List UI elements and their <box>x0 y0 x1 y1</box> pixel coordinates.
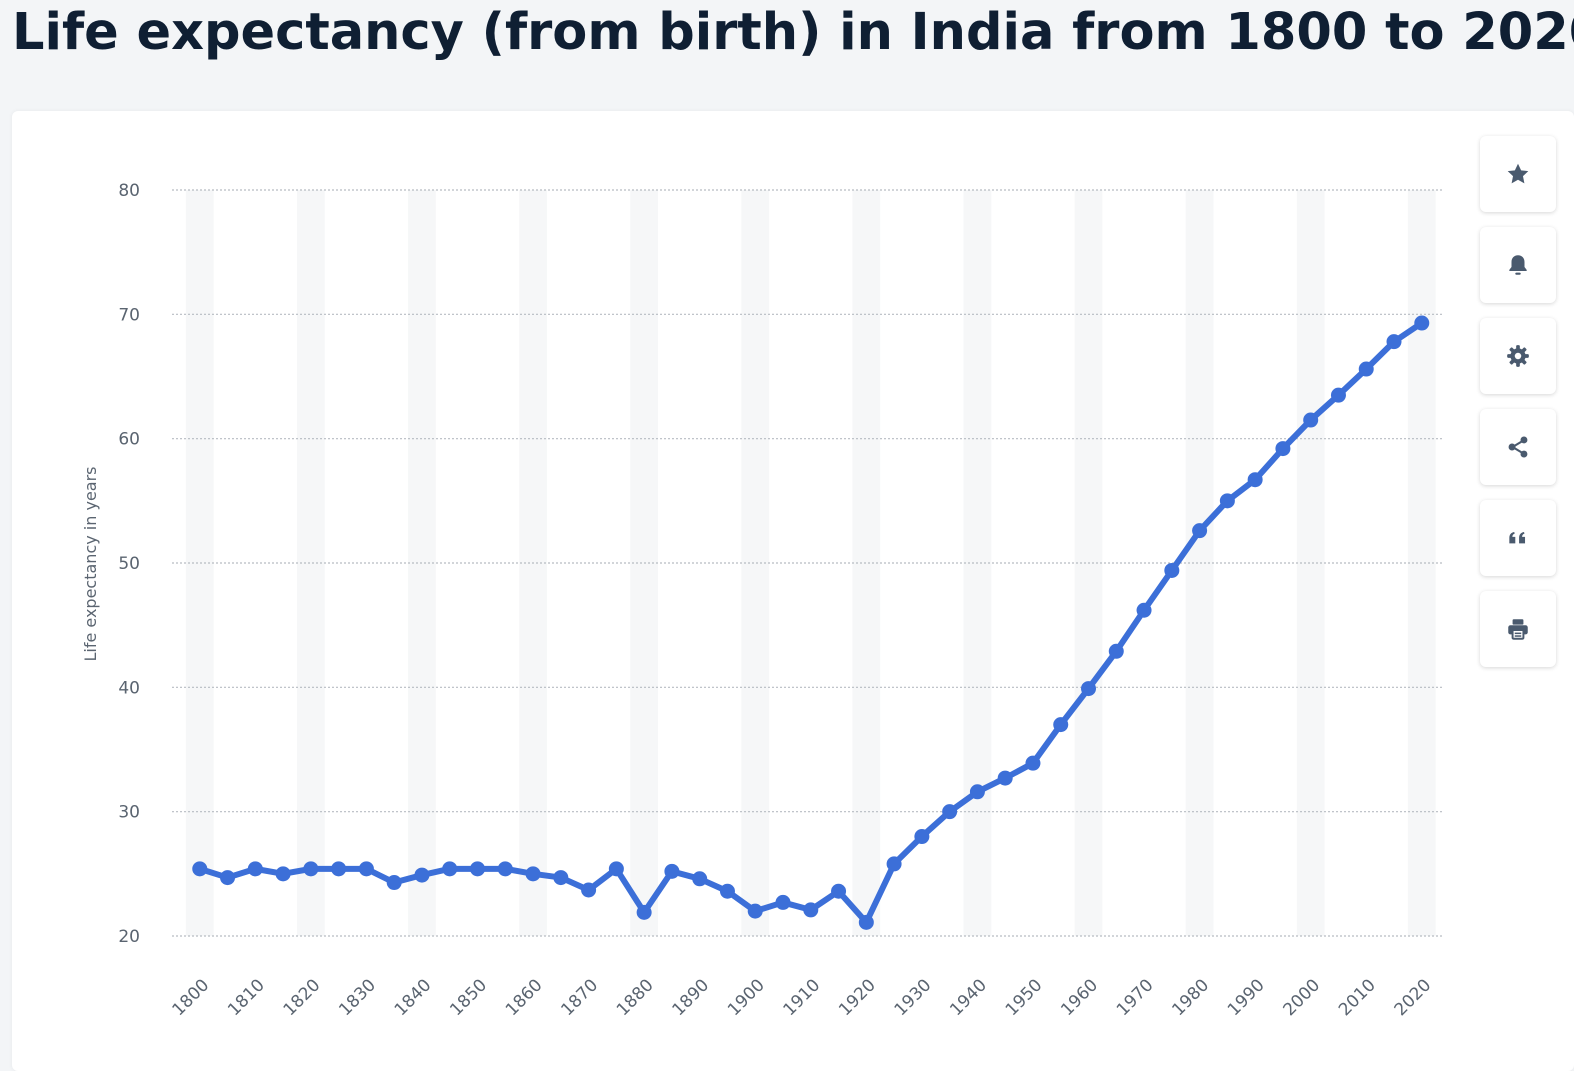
x-tick-label: 1800 <box>169 975 214 1020</box>
star-icon <box>1507 163 1529 184</box>
data-point-1855[interactable] <box>497 861 513 877</box>
chart-toolbar <box>1480 136 1556 682</box>
x-tick-label: 1840 <box>391 975 436 1020</box>
favorite-button[interactable] <box>1480 136 1556 212</box>
data-point-1950[interactable] <box>1025 755 1041 771</box>
data-point-1815[interactable] <box>275 866 291 882</box>
data-point-1805[interactable] <box>220 870 236 886</box>
share-icon <box>1508 436 1528 458</box>
x-tick-label: 1930 <box>891 975 936 1020</box>
data-point-2000[interactable] <box>1303 412 1319 428</box>
data-point-1830[interactable] <box>358 861 374 877</box>
data-point-1860[interactable] <box>525 866 541 882</box>
chart-series <box>192 315 1430 930</box>
x-tick-label: 2020 <box>1391 975 1436 1020</box>
data-point-1980[interactable] <box>1192 523 1208 539</box>
x-tick-label: 1860 <box>502 975 547 1020</box>
y-tick-label: 50 <box>118 554 140 574</box>
x-tick-label: 1830 <box>335 975 380 1020</box>
y-tick-label: 70 <box>118 305 140 325</box>
data-point-1890[interactable] <box>692 871 708 887</box>
data-point-1850[interactable] <box>470 861 486 877</box>
x-tick-label: 1910 <box>780 975 825 1020</box>
printer-icon <box>1508 619 1528 640</box>
data-point-1985[interactable] <box>1219 493 1235 509</box>
data-point-1800[interactable] <box>192 861 208 877</box>
data-point-1865[interactable] <box>553 870 569 886</box>
data-point-1810[interactable] <box>247 861 263 877</box>
x-tick-label: 1900 <box>724 975 769 1020</box>
x-tick-label: 1980 <box>1168 975 1213 1020</box>
x-tick-label: 1950 <box>1002 975 1047 1020</box>
x-tick-label: 1960 <box>1057 975 1102 1020</box>
bell-icon <box>1509 255 1527 275</box>
share-button[interactable] <box>1480 409 1556 485</box>
data-point-2020[interactable] <box>1414 315 1430 331</box>
data-point-1990[interactable] <box>1247 472 1263 488</box>
data-point-1835[interactable] <box>386 875 402 891</box>
data-point-1900[interactable] <box>747 903 763 919</box>
x-tick-label: 1880 <box>613 975 658 1020</box>
settings-button[interactable] <box>1480 318 1556 394</box>
data-point-1820[interactable] <box>303 861 319 877</box>
data-point-1940[interactable] <box>969 784 985 800</box>
data-point-1895[interactable] <box>719 883 735 899</box>
data-point-1920[interactable] <box>858 914 874 930</box>
data-point-1945[interactable] <box>997 770 1013 786</box>
data-point-1925[interactable] <box>886 856 902 872</box>
data-point-1845[interactable] <box>442 861 458 877</box>
data-point-1910[interactable] <box>803 902 819 918</box>
data-point-1995[interactable] <box>1275 441 1291 457</box>
x-axis-ticks: 1800 1810 1820 1830 1840 1850 1860 1870 1880 1890… <box>169 975 1436 1020</box>
x-tick-label: 1940 <box>946 975 991 1020</box>
x-tick-label: 1870 <box>557 975 602 1020</box>
y-axis-ticks: 20 30 40 50 60 70 80 <box>118 181 140 947</box>
data-point-1880[interactable] <box>636 904 652 920</box>
data-point-1965[interactable] <box>1108 643 1124 659</box>
notification-button[interactable] <box>1480 227 1556 303</box>
x-tick-label: 1990 <box>1224 975 1269 1020</box>
data-point-2010[interactable] <box>1358 361 1374 377</box>
print-button[interactable] <box>1480 591 1556 667</box>
x-tick-label: 1890 <box>668 975 713 1020</box>
data-point-1875[interactable] <box>608 861 624 877</box>
data-point-1935[interactable] <box>942 804 958 820</box>
page-title: Life expectancy (from birth) in India fr… <box>12 3 1574 62</box>
data-point-1840[interactable] <box>414 867 430 883</box>
x-tick-label: 2000 <box>1279 975 1324 1020</box>
data-point-1825[interactable] <box>331 861 347 877</box>
data-point-1905[interactable] <box>775 894 791 910</box>
cite-button[interactable] <box>1480 500 1556 576</box>
data-point-1975[interactable] <box>1164 562 1180 578</box>
data-point-1970[interactable] <box>1136 602 1152 618</box>
x-tick-label: 1920 <box>835 975 880 1020</box>
x-tick-label: 1810 <box>224 975 269 1020</box>
chart-gridlines <box>172 189 1444 937</box>
y-tick-label: 20 <box>118 927 140 947</box>
data-point-1870[interactable] <box>581 882 597 898</box>
data-point-1885[interactable] <box>664 863 680 879</box>
x-tick-label: 1970 <box>1113 975 1158 1020</box>
quote-icon <box>1509 532 1526 544</box>
y-tick-label: 30 <box>118 803 140 823</box>
y-tick-label: 40 <box>118 678 140 698</box>
data-point-1930[interactable] <box>914 829 930 845</box>
y-tick-label: 60 <box>118 430 140 450</box>
series-line <box>196 320 1425 926</box>
data-point-2015[interactable] <box>1386 334 1402 350</box>
gear-icon <box>1507 345 1529 367</box>
y-tick-label: 80 <box>118 181 140 201</box>
x-tick-label: 1820 <box>280 975 325 1020</box>
x-tick-label: 1850 <box>446 975 491 1020</box>
data-point-1915[interactable] <box>831 883 847 899</box>
y-axis-label: Life expectancy in years <box>81 466 100 661</box>
x-tick-label: 2010 <box>1335 975 1380 1020</box>
data-point-2005[interactable] <box>1330 387 1346 403</box>
data-point-1955[interactable] <box>1053 717 1069 733</box>
data-point-1960[interactable] <box>1081 681 1097 697</box>
